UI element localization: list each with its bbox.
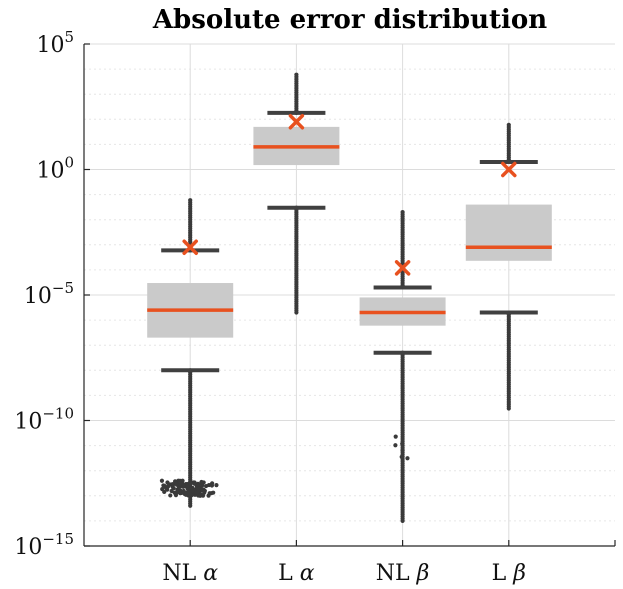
outlier-point bbox=[175, 487, 180, 492]
outlier-point bbox=[214, 483, 219, 488]
outlier-point bbox=[185, 483, 190, 489]
outlier-point bbox=[506, 406, 511, 411]
outlier-point bbox=[196, 493, 201, 498]
mean-marker-stroke bbox=[501, 161, 517, 178]
outlier-point bbox=[181, 482, 186, 487]
outlier-point bbox=[159, 478, 165, 483]
x-category-label: NL α bbox=[162, 561, 218, 586]
box-group-4 bbox=[465, 122, 552, 411]
outlier-point bbox=[400, 518, 405, 524]
x-axis-tick-labels: NL α L α NL β L β bbox=[162, 561, 526, 586]
box-group-3 bbox=[359, 210, 446, 524]
outlier-point bbox=[209, 483, 215, 488]
outlier-point bbox=[206, 493, 211, 498]
outlier-point bbox=[161, 483, 166, 488]
outlier-point bbox=[399, 454, 404, 459]
box-group-1 bbox=[147, 198, 234, 508]
outlier-point bbox=[192, 480, 197, 485]
outliers bbox=[393, 210, 410, 524]
outlier-point bbox=[168, 493, 173, 498]
outlier-point bbox=[393, 443, 398, 448]
outlier-point bbox=[171, 482, 176, 487]
outlier-point bbox=[400, 448, 405, 453]
mean-marker bbox=[501, 161, 517, 178]
outlier-point bbox=[174, 482, 179, 487]
y-axis-tick-labels: 10−15 10−10 10−5 100 105 bbox=[14, 28, 74, 560]
outlier-point bbox=[196, 482, 201, 487]
outlier-point bbox=[400, 441, 405, 446]
outlier-point bbox=[171, 486, 176, 491]
mean-marker-stroke bbox=[288, 113, 305, 130]
outliers bbox=[506, 122, 511, 411]
mean-marker bbox=[288, 113, 305, 130]
outlier-point bbox=[393, 434, 398, 439]
box-group-2 bbox=[253, 72, 340, 315]
y-tick-label: 10−15 bbox=[14, 530, 74, 560]
mean-marker bbox=[394, 260, 411, 276]
outlier-point bbox=[162, 489, 167, 495]
x-category-label: L β bbox=[492, 561, 526, 586]
outlier-point bbox=[183, 492, 189, 497]
outlier-point bbox=[188, 503, 193, 508]
y-tick-label: 10−5 bbox=[24, 279, 74, 309]
outlier-point bbox=[405, 456, 410, 461]
outlier-point bbox=[166, 484, 171, 489]
mean-marker-stroke bbox=[394, 260, 411, 276]
mean-marker-stroke bbox=[182, 239, 198, 255]
outlier-point bbox=[187, 491, 193, 496]
y-tick-label: 10−10 bbox=[14, 405, 74, 435]
outlier-point bbox=[294, 310, 299, 315]
y-tick-label: 105 bbox=[36, 28, 74, 58]
iqr-box bbox=[465, 204, 552, 261]
plot-area bbox=[147, 72, 552, 524]
x-category-label: L α bbox=[278, 561, 315, 586]
axes bbox=[83, 43, 616, 547]
mean-marker bbox=[182, 239, 198, 255]
x-category-label: NL β bbox=[376, 561, 430, 586]
outlier-point bbox=[202, 490, 207, 495]
outliers bbox=[159, 198, 219, 508]
y-tick-label: 100 bbox=[36, 154, 74, 184]
outlier-point bbox=[199, 480, 204, 485]
outlier-point bbox=[165, 480, 170, 485]
chart-title: Absolute error distribution bbox=[152, 5, 547, 35]
